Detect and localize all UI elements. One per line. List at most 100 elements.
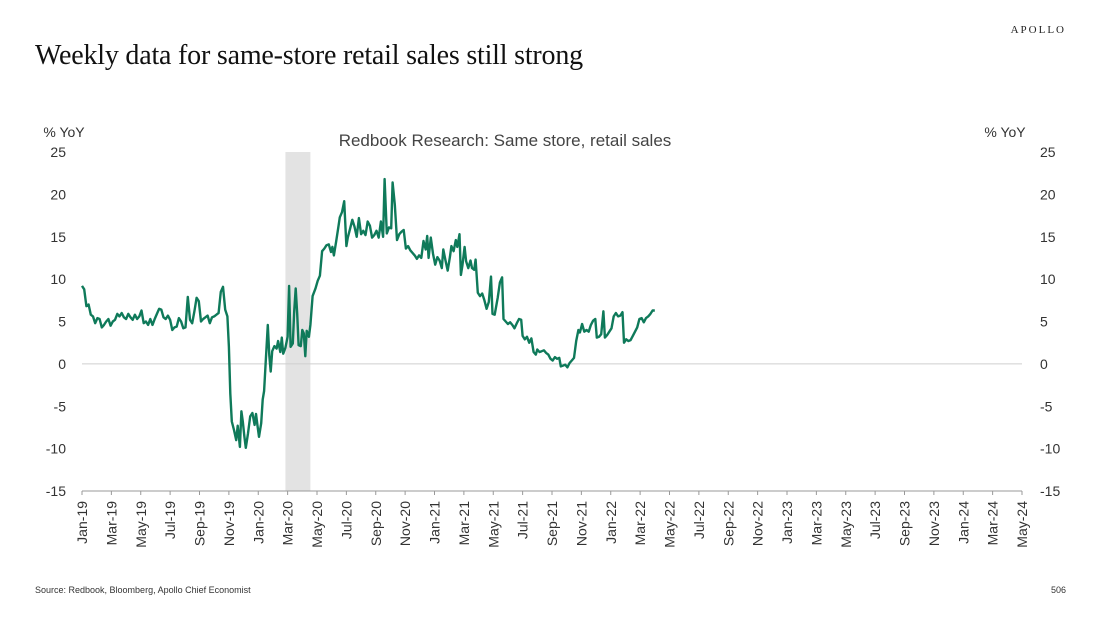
data-point <box>648 316 649 317</box>
data-point <box>198 301 199 302</box>
data-point <box>255 413 256 414</box>
data-point <box>181 321 182 322</box>
data-point <box>165 318 166 319</box>
y-tick-label-right: 15 <box>1040 229 1056 245</box>
data-point <box>356 236 357 237</box>
data-point <box>132 319 133 320</box>
data-point <box>341 212 342 213</box>
data-point <box>486 308 487 309</box>
data-point <box>455 240 456 241</box>
data-point <box>241 411 242 412</box>
data-point <box>305 356 306 357</box>
y-tick-label-right: -5 <box>1040 398 1053 414</box>
data-point <box>645 318 646 319</box>
data-point <box>354 226 355 227</box>
data-point <box>369 225 370 226</box>
y-tick-label-left: 20 <box>50 186 66 202</box>
data-point <box>584 331 585 332</box>
data-point <box>300 346 301 347</box>
data-point <box>257 425 258 426</box>
x-tick-label: Nov-19 <box>221 501 237 546</box>
data-point <box>123 317 124 318</box>
page-number: 506 <box>1050 585 1066 595</box>
x-tick-label: Jan-21 <box>427 501 443 544</box>
data-point <box>470 260 471 261</box>
data-point <box>453 251 454 252</box>
data-point <box>539 351 540 352</box>
x-tick-label: Jan-20 <box>250 501 266 544</box>
data-point <box>499 282 500 283</box>
data-point <box>582 323 583 324</box>
x-tick-label: May-22 <box>662 501 678 548</box>
data-point <box>503 318 504 319</box>
data-point <box>367 221 368 222</box>
data-point <box>471 268 472 269</box>
y-tick-label-left: 5 <box>58 314 66 330</box>
data-point <box>358 218 359 219</box>
data-point <box>623 342 624 343</box>
data-point <box>117 313 118 314</box>
data-point <box>167 315 168 316</box>
data-point <box>108 318 109 319</box>
data-point <box>492 313 493 314</box>
data-point <box>374 235 375 236</box>
data-point <box>134 314 135 315</box>
data-point <box>410 250 411 251</box>
data-point <box>380 221 381 222</box>
data-point <box>141 310 142 311</box>
data-point <box>477 292 478 293</box>
data-point <box>414 255 415 256</box>
data-point <box>295 288 296 289</box>
data-point <box>276 348 277 349</box>
data-point <box>233 429 234 430</box>
data-point <box>615 312 616 313</box>
data-point <box>143 323 144 324</box>
data-point <box>264 390 265 391</box>
y-tick-label-right: 25 <box>1040 144 1056 160</box>
y-tick-label-right: 20 <box>1040 186 1056 202</box>
data-point <box>361 234 362 235</box>
data-point <box>618 316 619 317</box>
data-point <box>548 354 549 355</box>
data-point <box>178 318 179 319</box>
data-point <box>101 327 102 328</box>
data-point <box>445 260 446 261</box>
data-point <box>396 240 397 241</box>
y-tick-label-left: -15 <box>46 483 66 499</box>
data-point <box>468 268 469 269</box>
x-tick-label: Mar-23 <box>808 501 824 546</box>
data-point <box>394 204 395 205</box>
data-point <box>459 234 460 235</box>
data-point <box>222 286 223 287</box>
data-point <box>319 275 320 276</box>
data-point <box>535 354 536 355</box>
data-point <box>541 351 542 352</box>
data-point <box>189 319 190 320</box>
data-point <box>239 446 240 447</box>
data-point <box>443 249 444 250</box>
data-point <box>479 296 480 297</box>
data-point <box>324 248 325 249</box>
data-point <box>573 357 574 358</box>
data-point <box>432 253 433 254</box>
data-point <box>289 285 290 286</box>
y-axis-left: 25 20 15 10 5 0 -5 -10 -15 <box>46 144 66 499</box>
data-point <box>607 335 608 336</box>
data-point <box>512 324 513 325</box>
x-tick-label: Jan-22 <box>603 501 619 544</box>
data-point <box>529 342 530 343</box>
data-point <box>294 311 295 312</box>
data-point <box>579 332 580 333</box>
y-tick-label-left: -5 <box>54 398 67 414</box>
data-point <box>510 322 511 323</box>
data-point <box>630 340 631 341</box>
x-tick-label: Sep-22 <box>720 501 736 546</box>
data-point <box>297 313 298 314</box>
data-point <box>209 323 210 324</box>
data-point <box>174 327 175 328</box>
data-point <box>269 355 270 356</box>
data-point <box>90 314 91 315</box>
data-point <box>419 255 420 256</box>
data-point <box>639 318 640 319</box>
